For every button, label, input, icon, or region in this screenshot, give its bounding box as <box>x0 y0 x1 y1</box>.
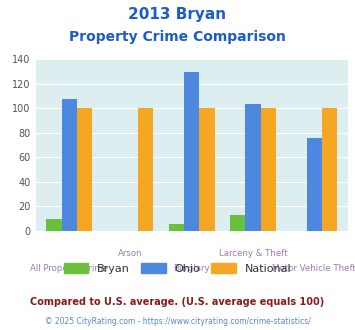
Bar <box>261 109 276 231</box>
Bar <box>200 109 215 231</box>
Text: Larceny & Theft: Larceny & Theft <box>219 249 287 258</box>
Text: Arson: Arson <box>118 249 143 258</box>
Bar <box>230 215 245 231</box>
Bar <box>307 138 322 231</box>
Bar <box>77 109 92 231</box>
Bar <box>169 224 184 231</box>
Text: Compared to U.S. average. (U.S. average equals 100): Compared to U.S. average. (U.S. average … <box>31 297 324 307</box>
Text: Motor Vehicle Theft: Motor Vehicle Theft <box>272 264 355 273</box>
Text: Burglary: Burglary <box>173 264 210 273</box>
Text: All Property Crime: All Property Crime <box>30 264 108 273</box>
Legend: Bryan, Ohio, National: Bryan, Ohio, National <box>64 263 291 274</box>
Bar <box>61 99 77 231</box>
Text: © 2025 CityRating.com - https://www.cityrating.com/crime-statistics/: © 2025 CityRating.com - https://www.city… <box>45 317 310 326</box>
Bar <box>138 109 153 231</box>
Bar <box>245 104 261 231</box>
Bar <box>184 72 200 231</box>
Bar <box>322 109 337 231</box>
Text: Property Crime Comparison: Property Crime Comparison <box>69 30 286 44</box>
Bar <box>46 219 61 231</box>
Text: 2013 Bryan: 2013 Bryan <box>129 7 226 21</box>
